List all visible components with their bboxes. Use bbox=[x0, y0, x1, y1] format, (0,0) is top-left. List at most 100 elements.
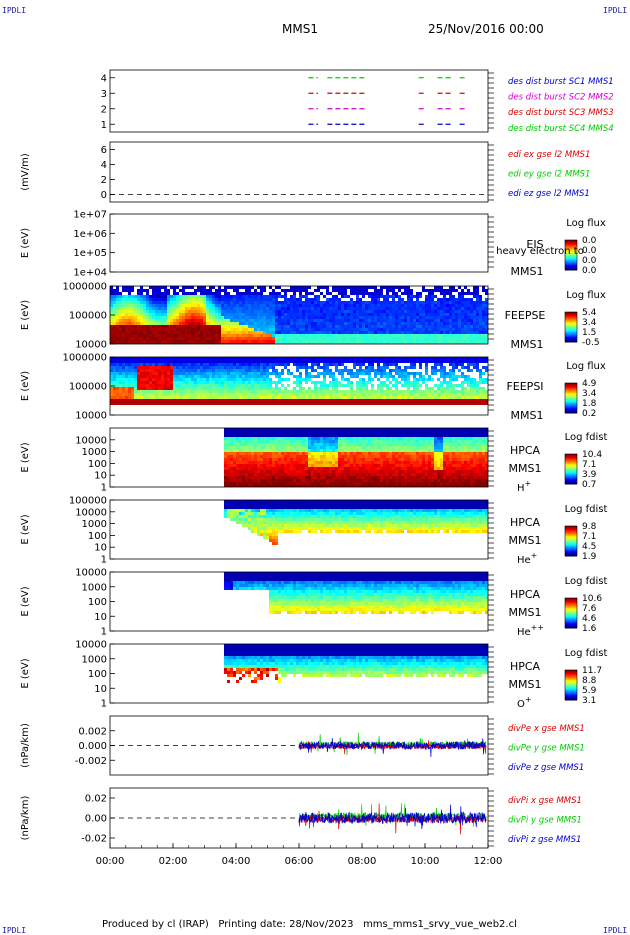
spectrogram-cell bbox=[224, 304, 227, 307]
spectrogram-cell bbox=[476, 357, 479, 360]
spectrogram-cell bbox=[302, 357, 305, 360]
spectrogram-cell bbox=[137, 387, 140, 390]
spectrogram-cell bbox=[167, 325, 170, 328]
spectrogram-cell bbox=[269, 340, 272, 343]
spectrogram-cell bbox=[389, 363, 392, 366]
spectrogram-cell bbox=[122, 286, 125, 289]
spectrogram-cell bbox=[212, 334, 215, 337]
spectrogram-cell bbox=[449, 334, 452, 337]
spectrogram-cell bbox=[110, 360, 113, 363]
spectrogram-cell bbox=[239, 378, 242, 381]
spectrogram-cell bbox=[290, 310, 293, 313]
spectrogram-cell bbox=[338, 381, 341, 384]
spectrogram-cell bbox=[149, 331, 152, 334]
spectrogram-cell bbox=[260, 375, 263, 378]
spectrogram-cell bbox=[329, 337, 332, 340]
spectrogram-cell bbox=[341, 328, 344, 331]
spectrogram-cell bbox=[149, 399, 152, 402]
spectrogram-cell bbox=[236, 443, 239, 446]
spectrogram-cell bbox=[224, 449, 227, 452]
spectrogram-cell bbox=[233, 325, 236, 328]
spectrogram-cell bbox=[188, 363, 191, 366]
spectrogram-cell bbox=[266, 402, 269, 405]
spectrogram-cell bbox=[431, 390, 434, 393]
spectrogram-cell bbox=[119, 310, 122, 313]
spectrogram-cell bbox=[311, 479, 314, 482]
spectrogram-cell bbox=[164, 399, 167, 402]
spectrogram-cell bbox=[233, 482, 236, 485]
spectrogram-cell bbox=[251, 340, 254, 343]
spectrogram-cell bbox=[419, 328, 422, 331]
spectrogram-cell bbox=[458, 298, 461, 301]
spectrogram-cell bbox=[254, 393, 257, 396]
spectrogram-cell bbox=[152, 387, 155, 390]
spectrogram-cell bbox=[230, 399, 233, 402]
spectrogram-cell bbox=[266, 295, 269, 298]
colorbar-title: Log flux bbox=[566, 290, 606, 301]
spectrogram-cell bbox=[239, 476, 242, 479]
spectrogram-cell bbox=[287, 446, 290, 449]
spectrogram-cell bbox=[380, 295, 383, 298]
spectrogram-cell bbox=[446, 322, 449, 325]
spectrogram-cell bbox=[299, 428, 302, 431]
spectrogram-cell bbox=[413, 366, 416, 369]
spectrogram-cell bbox=[167, 384, 170, 387]
spectrogram-cell bbox=[263, 298, 266, 301]
spectrogram-cell bbox=[182, 387, 185, 390]
spectrogram-cell bbox=[245, 375, 248, 378]
spectrogram-cell bbox=[254, 387, 257, 390]
spectrogram-cell bbox=[224, 384, 227, 387]
spectrogram-cell bbox=[248, 313, 251, 316]
spectrogram-cell bbox=[482, 316, 485, 319]
spectrogram-cell bbox=[158, 304, 161, 307]
spectrogram-cell bbox=[221, 334, 224, 337]
spectrogram-cell bbox=[128, 328, 131, 331]
spectrogram-cell bbox=[140, 375, 143, 378]
spectrogram-cell bbox=[227, 428, 230, 431]
spectrogram-cell bbox=[173, 322, 176, 325]
spectrogram-cell bbox=[470, 393, 473, 396]
spectrogram-cell bbox=[272, 464, 275, 467]
spectrogram-cell bbox=[419, 402, 422, 405]
spectrogram-cell bbox=[482, 372, 485, 375]
spectrogram-cell bbox=[275, 393, 278, 396]
spectrogram-cell bbox=[266, 304, 269, 307]
spectrogram-cell bbox=[143, 304, 146, 307]
spectrogram-cell bbox=[305, 328, 308, 331]
spectrogram-cell bbox=[167, 366, 170, 369]
spectrogram-cell bbox=[374, 360, 377, 363]
spectrogram-cell bbox=[359, 325, 362, 328]
spectrogram-cell bbox=[218, 286, 221, 289]
spectrogram-cell bbox=[146, 295, 149, 298]
spectrogram-cell bbox=[212, 325, 215, 328]
spectrogram-cell bbox=[215, 366, 218, 369]
spectrogram-cell bbox=[158, 322, 161, 325]
spectrogram-cell bbox=[398, 390, 401, 393]
spectrogram-cell bbox=[149, 363, 152, 366]
spectrogram-cell bbox=[146, 340, 149, 343]
spectrogram-cell bbox=[380, 402, 383, 405]
spectrogram-cell bbox=[476, 360, 479, 363]
spectrogram-cell bbox=[146, 372, 149, 375]
spectrogram-cell bbox=[140, 286, 143, 289]
spectrogram-cell bbox=[428, 319, 431, 322]
spectrogram-cell bbox=[416, 304, 419, 307]
spectrogram-cell bbox=[224, 399, 227, 402]
spectrogram-cell bbox=[335, 399, 338, 402]
spectrogram-cell bbox=[137, 328, 140, 331]
spectrogram-cell bbox=[122, 316, 125, 319]
spectrogram-cell bbox=[425, 325, 428, 328]
spectrogram-cell bbox=[308, 473, 311, 476]
spectrogram-cell bbox=[413, 393, 416, 396]
spectrogram-cell bbox=[296, 446, 299, 449]
spectrogram-cell bbox=[302, 387, 305, 390]
spectrogram-cell bbox=[326, 399, 329, 402]
spectrogram-cell bbox=[311, 334, 314, 337]
spectrogram-cell bbox=[227, 455, 230, 458]
spectrogram-cell bbox=[296, 319, 299, 322]
spectrogram-cell bbox=[308, 372, 311, 375]
spectrogram-cell bbox=[308, 378, 311, 381]
spectrogram-cell bbox=[314, 437, 317, 440]
spectrogram-cell bbox=[422, 378, 425, 381]
spectrogram-cell bbox=[200, 307, 203, 310]
